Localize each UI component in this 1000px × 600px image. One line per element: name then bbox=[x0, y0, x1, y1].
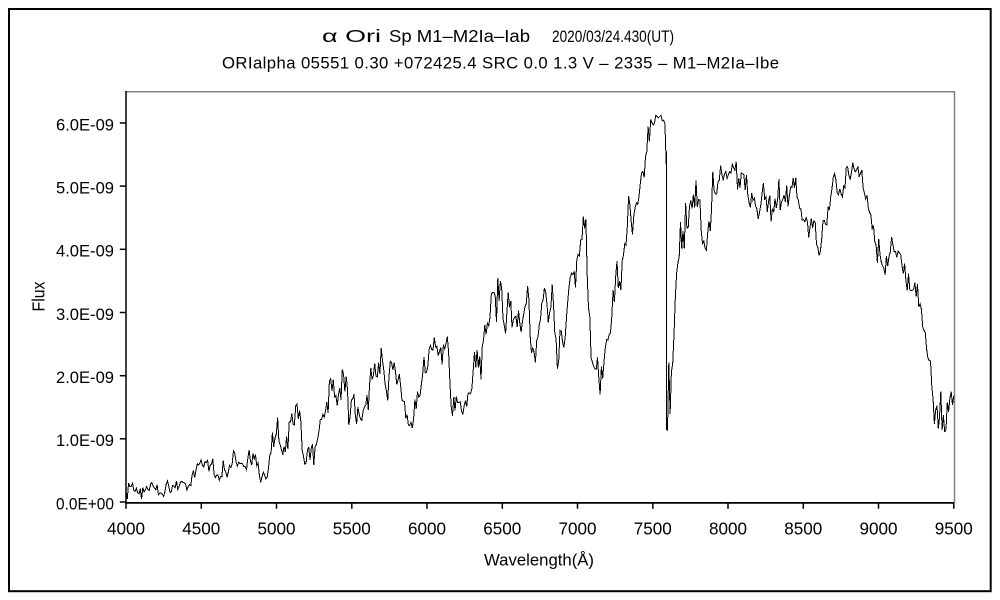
svg-text:7500: 7500 bbox=[634, 519, 672, 539]
svg-text:Sp M1–M2Ia–Iab: Sp M1–M2Ia–Iab bbox=[389, 26, 530, 46]
svg-text:4.0E-09: 4.0E-09 bbox=[56, 243, 114, 261]
svg-text:7000: 7000 bbox=[559, 519, 597, 539]
svg-text:5000: 5000 bbox=[258, 519, 296, 539]
svg-text:2020/03/24.430(UT): 2020/03/24.430(UT) bbox=[552, 28, 674, 46]
svg-text:9500: 9500 bbox=[935, 519, 973, 539]
svg-text:5.0E-09: 5.0E-09 bbox=[56, 180, 114, 198]
svg-text:8000: 8000 bbox=[709, 519, 747, 539]
svg-text:Wavelength(Å): Wavelength(Å) bbox=[484, 551, 594, 570]
svg-text:2.0E-09: 2.0E-09 bbox=[56, 369, 114, 387]
svg-text:5500: 5500 bbox=[333, 519, 371, 539]
svg-text:9000: 9000 bbox=[860, 519, 898, 539]
svg-text:3.0E-09: 3.0E-09 bbox=[56, 306, 114, 324]
svg-text:Flux: Flux bbox=[29, 281, 49, 311]
svg-text:6500: 6500 bbox=[483, 519, 521, 539]
svg-text:ORIalpha 05551 0.30 +072425.4: ORIalpha 05551 0.30 +072425.4 SRC 0.0 1.… bbox=[222, 54, 779, 73]
svg-text:8500: 8500 bbox=[784, 519, 822, 539]
svg-text:1.0E-09: 1.0E-09 bbox=[56, 432, 114, 450]
svg-text:6000: 6000 bbox=[408, 519, 446, 539]
svg-text:0.0E+00: 0.0E+00 bbox=[56, 495, 114, 513]
svg-text:6.0E-09: 6.0E-09 bbox=[56, 116, 114, 134]
svg-text:4500: 4500 bbox=[182, 519, 220, 539]
svg-text:4000: 4000 bbox=[107, 519, 145, 539]
svg-text:α Ori: α Ori bbox=[322, 26, 381, 46]
